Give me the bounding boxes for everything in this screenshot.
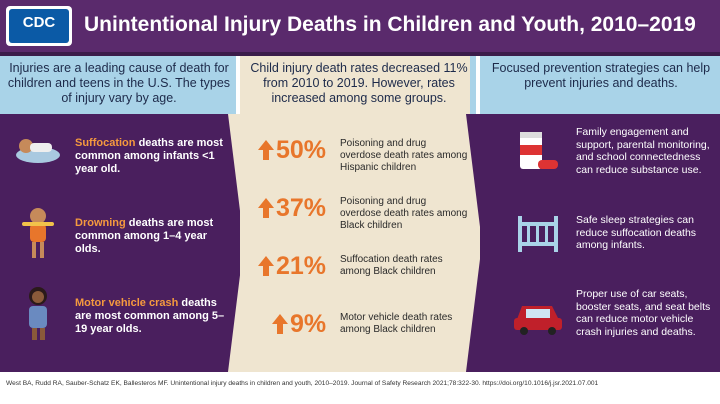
right-item: Family engagement and support, parental … bbox=[576, 126, 710, 176]
left-item: Suffocation deaths are most common among… bbox=[75, 137, 225, 176]
title: Unintentional Injury Deaths in Children … bbox=[84, 13, 696, 36]
stat-text: Poisoning and drug overdose death rates … bbox=[340, 196, 468, 231]
item-text: deaths are most common among 5–19 year o… bbox=[75, 297, 225, 335]
stat-text: Motor vehicle death rates among Black ch… bbox=[340, 312, 453, 335]
left-heading: Injuries are a leading cause of death fo… bbox=[7, 61, 231, 105]
stat-value: 50% bbox=[276, 136, 327, 164]
right-heading: Focused prevention strategies can help p… bbox=[491, 61, 711, 90]
stat-text: Poisoning and drug overdose death rates … bbox=[340, 138, 468, 173]
item-text: deaths are most common among 1–4 year ol… bbox=[75, 217, 214, 255]
item-text: deaths are most common among infants <1 … bbox=[75, 137, 223, 175]
highlight: Drowning bbox=[75, 217, 126, 229]
right-item: Proper use of car seats, booster seats, … bbox=[576, 288, 711, 338]
stat-value: 9% bbox=[290, 310, 327, 338]
highlight: Suffocation bbox=[75, 137, 136, 149]
citation: West BA, Rudd RA, Sauber-Schatz EK, Ball… bbox=[6, 380, 599, 387]
left-item: Motor vehicle crash deaths are most comm… bbox=[75, 297, 225, 336]
stat-value: 37% bbox=[276, 194, 327, 222]
middle-heading: Child injury death rates decreased 11% f… bbox=[250, 61, 468, 105]
right-item: Safe sleep strategies can reduce suffoca… bbox=[576, 214, 697, 251]
stat-value: 21% bbox=[276, 252, 327, 280]
stat-text: Suffocation death rates among Black chil… bbox=[340, 254, 443, 277]
logo: CDC bbox=[22, 14, 56, 31]
highlight: Motor vehicle crash bbox=[75, 297, 179, 309]
left-item: Drowning deaths are most common among 1–… bbox=[75, 217, 225, 256]
